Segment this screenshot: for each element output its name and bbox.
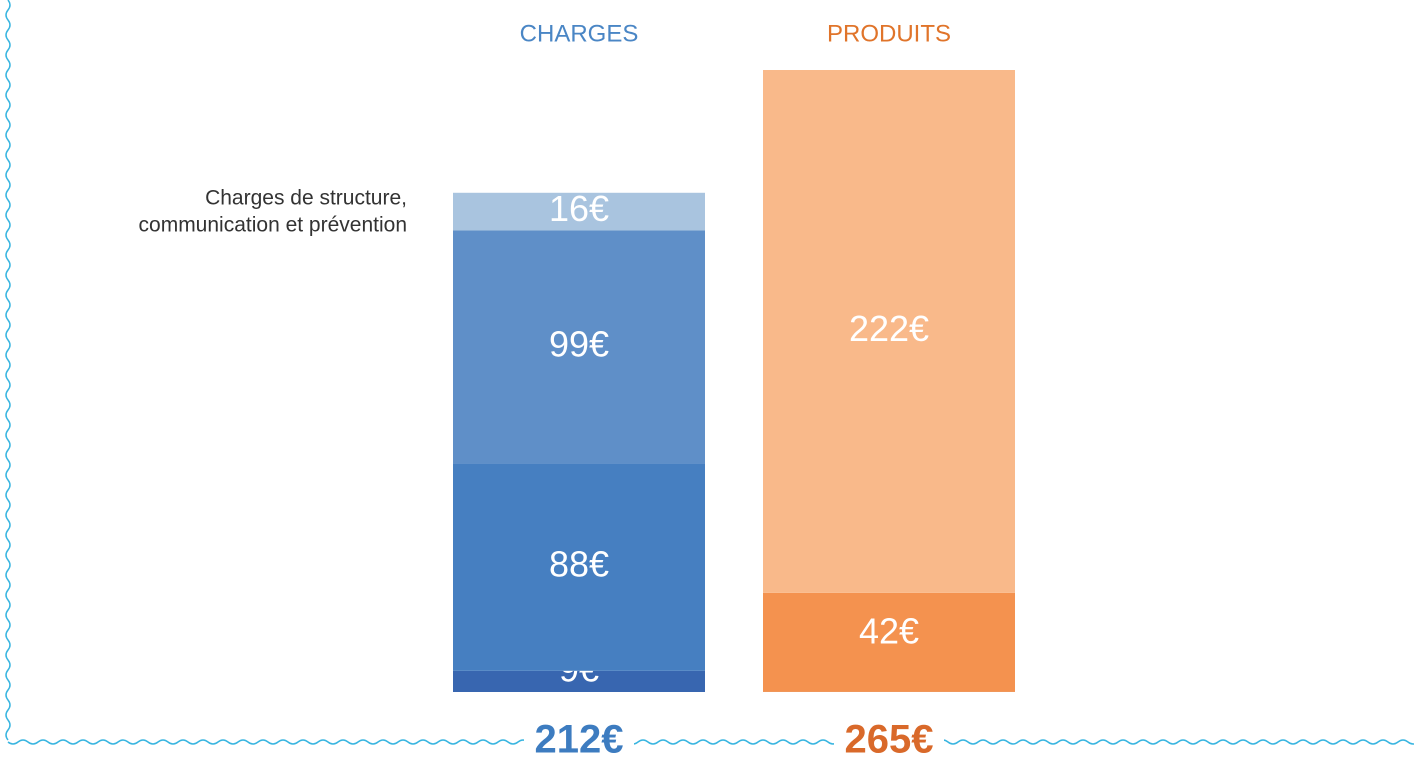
bar-segment <box>453 670 705 692</box>
value-label: 88€ <box>549 544 609 585</box>
column-header: CHARGES <box>520 20 639 47</box>
wave-border <box>5 0 11 741</box>
bar-segment <box>453 230 705 464</box>
total-background <box>524 718 634 761</box>
bar-segment <box>453 192 705 231</box>
value-label: 42€ <box>859 611 919 652</box>
bar-segment <box>453 463 705 671</box>
total-background <box>834 718 944 761</box>
column-header: PRODUITS <box>827 20 951 47</box>
category-label: Charges de structure, communication et pr… <box>139 186 407 236</box>
total-label: 212€ <box>535 718 624 761</box>
value-label: 222€ <box>849 308 929 349</box>
total-label: 265€ <box>845 718 934 761</box>
wave-border <box>7 739 1414 745</box>
bar-segment <box>763 70 1015 593</box>
value-label: 16€ <box>549 188 609 229</box>
bar-segment <box>763 592 1015 692</box>
value-label: 99€ <box>549 324 609 365</box>
